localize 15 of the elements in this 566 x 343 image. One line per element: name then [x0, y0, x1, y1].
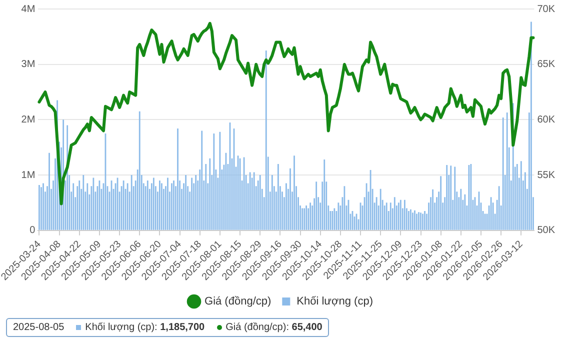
y2-tick-label: 60K — [537, 114, 556, 126]
y-tick-label: 2M — [21, 114, 36, 126]
legend-label: Giá (đồng/cp) — [204, 296, 272, 308]
text: 2025-08-05 — [13, 321, 64, 334]
y-tick-label: 4M — [21, 4, 36, 15]
y2-tick-label: 55K — [537, 170, 556, 181]
legend-label: Khối lượng (cp) — [296, 296, 373, 308]
text: Giá (đồng/cp): 65,400 — [226, 322, 322, 333]
y-tick-label: 1M — [21, 170, 36, 181]
text: Khối lượng (cp): 1,185,700 — [85, 322, 205, 333]
y-tick-label: 0 — [30, 225, 36, 236]
y-tick-label: 3M — [21, 59, 36, 70]
y2-tick-label: 65K — [537, 59, 556, 70]
y2-tick-label: 50K — [537, 225, 556, 236]
y2-tick-label: 70K — [537, 4, 556, 15]
